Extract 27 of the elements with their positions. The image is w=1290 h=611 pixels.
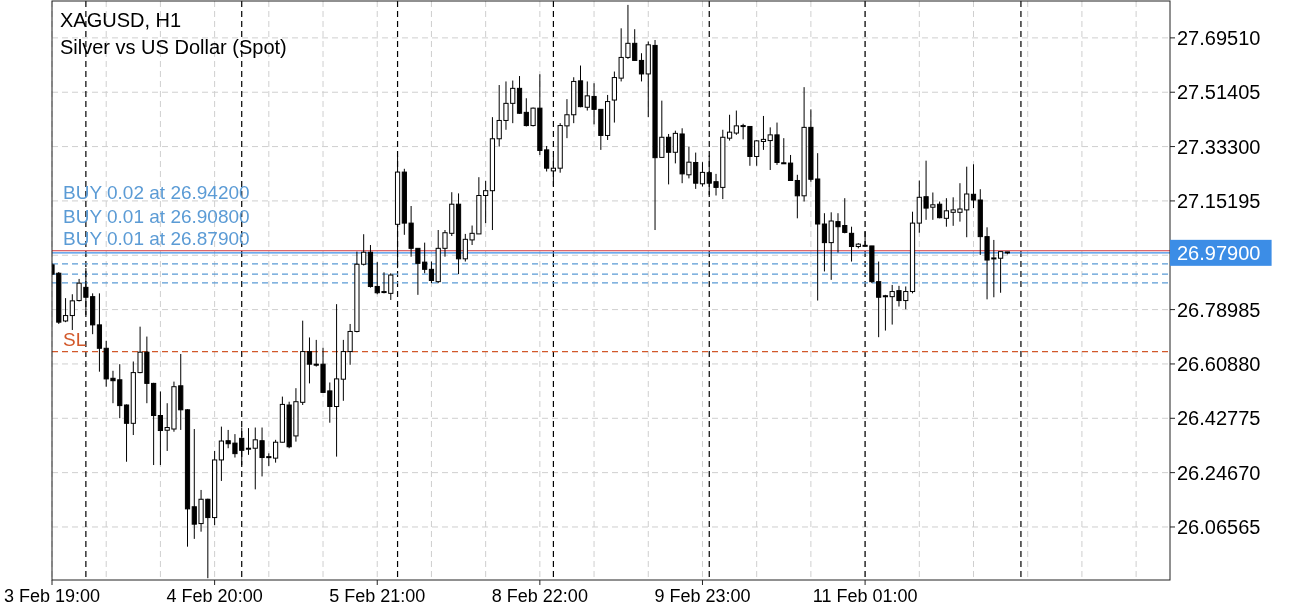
y-tick-label: 27.51405: [1177, 81, 1261, 104]
candlestick: [306, 336, 313, 384]
y-tick-label: 26.06565: [1177, 515, 1261, 538]
y-tick-label: 27.33300: [1177, 135, 1261, 158]
x-tick-label: 11 Feb 01:00: [812, 586, 918, 606]
chart-title: XAGUSD, H1: [60, 9, 182, 31]
y-tick-label: 27.69510: [1177, 26, 1261, 49]
ref-line-label: BUY 0.02 at 26.94200: [63, 182, 250, 204]
y-tick-label: 26.24670: [1177, 461, 1261, 484]
x-tick-label: 9 Feb 23:00: [654, 586, 751, 606]
x-tick-label: 4 Feb 20:00: [166, 586, 263, 606]
candlestick: [970, 163, 977, 209]
x-tick-label: 3 Feb 19:00: [3, 586, 101, 606]
ref-line-label: 26.97900: [1177, 241, 1261, 264]
ref-line-label: BUY 0.01 at 26.87900: [63, 228, 250, 250]
candlestick: [848, 226, 855, 263]
ref-line-label: SL: [63, 329, 87, 351]
y-tick-label: 26.42775: [1177, 407, 1261, 430]
y-tick-label: 27.15195: [1177, 189, 1261, 212]
x-tick-label: 5 Feb 21:00: [329, 586, 426, 606]
y-tick-label: 26.78985: [1177, 298, 1261, 321]
candlestick: [638, 52, 645, 82]
x-tick-label: 8 Feb 22:00: [491, 586, 588, 606]
y-tick-label: 26.60880: [1177, 352, 1261, 375]
candlestick: [245, 427, 252, 456]
ref-line-label: BUY 0.01 at 26.90800: [63, 205, 250, 227]
text: Silver vs US Dollar (Spot): [60, 36, 287, 58]
